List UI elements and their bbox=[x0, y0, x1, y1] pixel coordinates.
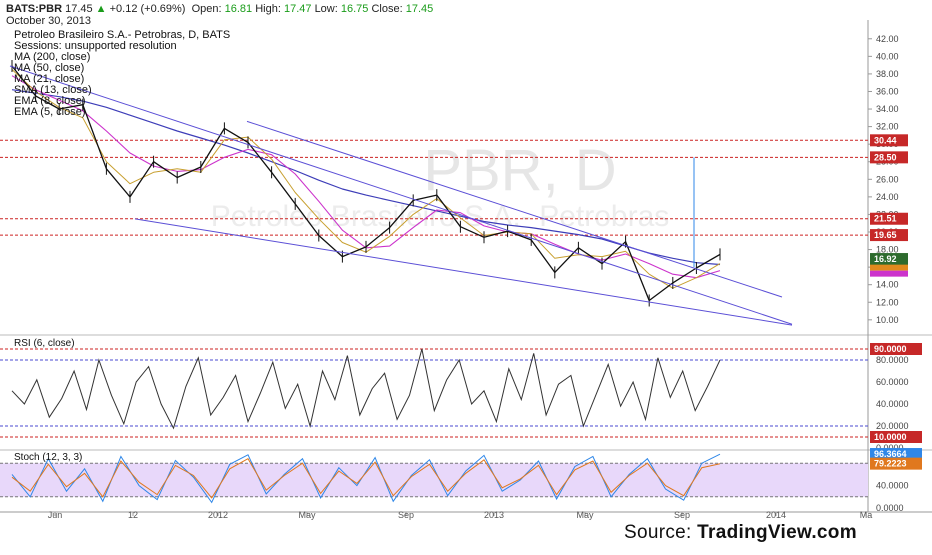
stoch-k-badge: 96.3664 bbox=[874, 449, 907, 459]
rsi-title: RSI (6, close) bbox=[14, 338, 75, 349]
rsi-tick-label: 60.0000 bbox=[876, 377, 909, 387]
ma200-line bbox=[11, 89, 721, 266]
x-tick-label: 12 bbox=[128, 510, 138, 520]
x-tick-label: 2014 bbox=[766, 510, 786, 520]
ma21-badge bbox=[870, 264, 908, 271]
level-badge: 19.65 bbox=[874, 230, 897, 240]
y-tick-label: 14.00 bbox=[876, 280, 899, 290]
y-tick-label: 18.00 bbox=[876, 245, 899, 255]
y-tick-label: 36.00 bbox=[876, 86, 899, 96]
rsi-tick-label: 40.0000 bbox=[876, 399, 909, 409]
y-tick-label: 32.00 bbox=[876, 122, 899, 132]
header-close-label: Close: bbox=[371, 3, 403, 15]
y-tick-label: 24.00 bbox=[876, 192, 899, 202]
level-badge-bg bbox=[870, 229, 908, 242]
grid-layer bbox=[0, 20, 932, 513]
stoch-tick-label: 0.0000 bbox=[876, 503, 904, 513]
legend-sessions: Sessions: unsupported resolution bbox=[14, 40, 177, 52]
source-credit: Source: TradingView.com bbox=[624, 522, 857, 544]
y-tick-label: 38.00 bbox=[876, 69, 899, 79]
x-tick-label: 2013 bbox=[484, 510, 504, 520]
x-tick-label: Sep bbox=[398, 510, 414, 520]
legend-item: MA (200, close) bbox=[14, 51, 91, 63]
legend-title: Petroleo Brasileiro S.A.- Petrobras, D, … bbox=[14, 29, 231, 41]
legend-item: EMA (8, close) bbox=[14, 95, 86, 107]
axis-layer: Jun 12 2012 May Sep 2013 May Sep 2014 Ma 10.00 12.0… bbox=[48, 34, 909, 520]
header-close: 17.45 bbox=[405, 3, 434, 15]
rsi-line bbox=[11, 348, 721, 430]
stoch-d-badge: 79.2223 bbox=[874, 459, 907, 469]
stoch-d-badge-bg bbox=[870, 457, 922, 470]
header-low-label: Low: bbox=[314, 3, 338, 15]
x-tick-label: May bbox=[576, 510, 594, 520]
y-tick-label: 42.00 bbox=[876, 34, 899, 44]
legend-item: EMA (5, close) bbox=[14, 106, 86, 118]
rsi-badge-bg bbox=[870, 343, 922, 355]
y-tick-label: 26.00 bbox=[876, 174, 899, 184]
y-tick-label: 12.00 bbox=[876, 297, 899, 307]
header-date: October 30, 2013 bbox=[6, 15, 92, 27]
y-tick-label: 34.00 bbox=[876, 104, 899, 114]
source-prefix: Source: bbox=[624, 522, 698, 543]
header-change: +0.12 (+0.69%) bbox=[109, 3, 186, 15]
trendline bbox=[246, 120, 783, 298]
stoch-tick-label: 40.0000 bbox=[876, 481, 909, 491]
level-badge: 30.44 bbox=[874, 135, 897, 145]
header-low: 16.75 bbox=[340, 3, 369, 15]
x-tick-label: 2012 bbox=[208, 510, 228, 520]
trend-layer bbox=[9, 65, 793, 326]
y-tick-label: 10.00 bbox=[876, 315, 899, 325]
stoch-d-line bbox=[11, 458, 721, 499]
source-brand: TradingView.com bbox=[697, 522, 857, 543]
rsi-tick-label: 80.0000 bbox=[876, 355, 909, 365]
trendline bbox=[9, 65, 793, 325]
up-triangle-icon: ▲ bbox=[95, 3, 107, 15]
watermark-name: Petroleo Brasileiro S.A.- Petrobras bbox=[211, 200, 670, 233]
stoch-k-badge-bg bbox=[870, 448, 922, 461]
price-badge: 16.92 bbox=[874, 254, 897, 264]
legend-item: SMA (13, close) bbox=[14, 84, 92, 96]
x-tick-label: Ma bbox=[860, 510, 873, 520]
label-layer: 30.44 28.50 21.51 19.65 16.92 RSI (6, close) 9… bbox=[14, 134, 922, 470]
trendline bbox=[134, 218, 793, 326]
level-badge-bg bbox=[870, 151, 908, 164]
level-badge: 21.51 bbox=[874, 214, 897, 224]
rsi-tick-label: 20.0000 bbox=[876, 421, 909, 431]
header-line: BATS:PBR 17.45 ▲ +0.12 (+0.69%) Open: 16… bbox=[6, 3, 433, 16]
watermark-symbol: PBR, D bbox=[423, 138, 616, 203]
rsi-badge-bg bbox=[870, 431, 922, 443]
stoch-title: Stoch (12, 3, 3) bbox=[14, 452, 82, 463]
level-badge-bg bbox=[870, 134, 908, 147]
header-open: 16.81 bbox=[224, 3, 253, 15]
series-layer bbox=[11, 60, 721, 504]
legend-item: MA (21, close) bbox=[14, 73, 85, 85]
level-badge-bg bbox=[870, 212, 908, 225]
x-tick-label: Jun bbox=[48, 510, 63, 520]
header-high: 17.47 bbox=[283, 3, 312, 15]
level-badge: 28.50 bbox=[874, 152, 897, 162]
header-open-label: Open: bbox=[191, 3, 222, 15]
header-symbol: BATS:PBR bbox=[6, 3, 63, 15]
x-tick-label: May bbox=[298, 510, 316, 520]
rsi-badge: 10.0000 bbox=[874, 432, 907, 442]
price-badge-bg bbox=[870, 253, 908, 266]
x-tick-label: Sep bbox=[674, 510, 690, 520]
ma50-badge bbox=[870, 270, 908, 277]
header-high-label: High: bbox=[255, 3, 281, 15]
header-last: 17.45 bbox=[65, 3, 93, 15]
rsi-tick-label: 0.0000 bbox=[876, 443, 904, 453]
legend-item: MA (50, close) bbox=[14, 62, 85, 74]
rsi-badge: 90.0000 bbox=[874, 344, 907, 354]
y-tick-label: 40.00 bbox=[876, 51, 899, 61]
